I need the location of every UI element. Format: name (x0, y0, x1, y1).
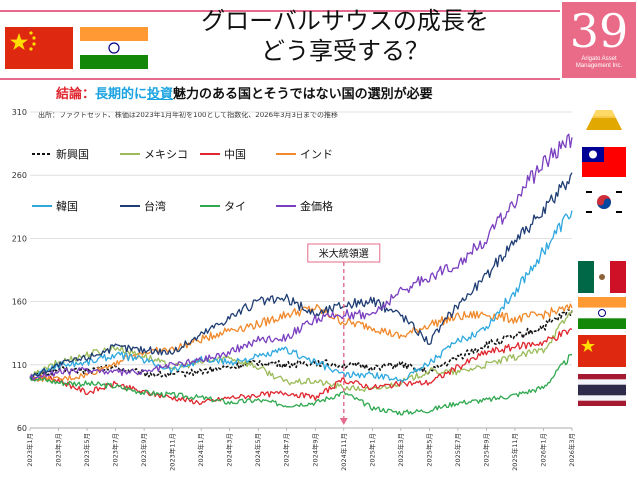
x-tick-label: 2024年1月 (196, 433, 205, 467)
badge-org-line1: Arigato Asset (581, 56, 617, 62)
gridlines (30, 111, 572, 429)
x-tick-label: 2025年1月 (367, 433, 376, 467)
page-title-line1: グローバルサウスの成長を (201, 7, 489, 35)
x-tick-label: 2024年7月 (282, 433, 291, 467)
conclusion-label: 結論： (56, 87, 96, 102)
badge-number: 39 (569, 4, 629, 58)
series-line-金価格 (29, 133, 573, 381)
legend-label: インド (300, 148, 333, 161)
y-tick-label: 210 (12, 234, 27, 243)
series-line-タイ (29, 354, 572, 416)
korea-flag-icon (582, 187, 626, 217)
x-tick-label: 2026年1月 (538, 433, 547, 467)
x-tick-label: 2026年3月 (567, 433, 576, 467)
legend-label: 韓国 (56, 200, 78, 213)
y-tick-label: 260 (12, 171, 27, 180)
title-block: グローバルサウスの成長を どう享受する？ (150, 6, 540, 66)
x-tick-label: 2023年5月 (82, 433, 91, 467)
legend-label: メキシコ (144, 148, 188, 161)
conclusion-text: 魅力のある国とそうではない国の選別が必要 (173, 87, 433, 102)
x-tick-label: 2025年11月 (510, 433, 519, 471)
y-tick-label: 110 (12, 361, 27, 370)
x-tick-label: 2024年3月 (225, 433, 234, 467)
legend-label: 金価格 (300, 199, 333, 213)
x-tick-label: 2025年5月 (424, 433, 433, 467)
series-line-韓国 (30, 210, 573, 383)
series-line-メキシコ (29, 310, 573, 392)
series-line-新興国 (29, 308, 573, 381)
annotation-arrow-icon (339, 418, 348, 425)
legend-label: 台湾 (144, 199, 166, 213)
badge-org-line2: Management Inc. (575, 63, 623, 69)
header-bottom-rule (0, 78, 560, 80)
series-line-中国 (29, 328, 573, 406)
x-tick-label: 2024年11月 (339, 433, 348, 471)
x-tick-label: 2025年7月 (453, 433, 462, 467)
x-tick-label: 2023年11月 (168, 433, 177, 471)
series-line-台湾 (29, 172, 573, 380)
series-lines (29, 133, 573, 416)
conclusion-highlight-investment: 投資 (147, 87, 174, 102)
china-flag-small-icon (578, 335, 626, 367)
conclusion-line: 結論：長期的に投資魅力のある国とそうではない国の選別が必要 (56, 83, 433, 102)
taiwan-flag-icon (582, 147, 626, 177)
india-flag-icon (80, 27, 148, 69)
y-tick-label: 160 (12, 298, 27, 307)
thailand-flag-icon (578, 374, 626, 406)
x-tick-label: 2023年1月 (25, 433, 34, 467)
x-tick-label: 2024年5月 (253, 433, 262, 467)
header-top-rule (0, 10, 560, 12)
source-note: 出所：ファクトセット、株価は2023年1月年初を100として指数化、2026年3… (38, 111, 338, 119)
india-flag-small-icon (578, 297, 626, 329)
x-tick-label: 2024年9月 (310, 433, 319, 467)
election-annotation: 米大統領選 (307, 243, 381, 425)
y-tick-label: 60 (17, 424, 27, 433)
mexico-flag-icon (578, 261, 626, 293)
page-number-badge: 39 Arigato Asset Management Inc. (562, 2, 636, 78)
x-tick-label: 2025年3月 (396, 433, 405, 467)
annotation-box (307, 243, 381, 263)
legend-label: 中国 (224, 148, 246, 161)
page-title-line2: どう享受する？ (261, 37, 429, 65)
x-tick-label: 2023年9月 (139, 433, 148, 467)
y-tick-label: 310 (12, 108, 27, 117)
conclusion-highlight-long-term: 長期的に (95, 87, 148, 102)
gold-bar-icon (586, 110, 622, 130)
series-line-インド (29, 303, 573, 383)
x-tick-label: 2023年7月 (111, 433, 120, 467)
annotation-label: 米大統領選 (319, 247, 369, 260)
legend-label: 新興国 (56, 147, 89, 161)
china-flag-icon (5, 27, 73, 69)
x-tick-label: 2023年3月 (54, 433, 63, 467)
legend-label: タイ (224, 200, 246, 213)
x-tick-label: 2025年9月 (481, 433, 490, 467)
